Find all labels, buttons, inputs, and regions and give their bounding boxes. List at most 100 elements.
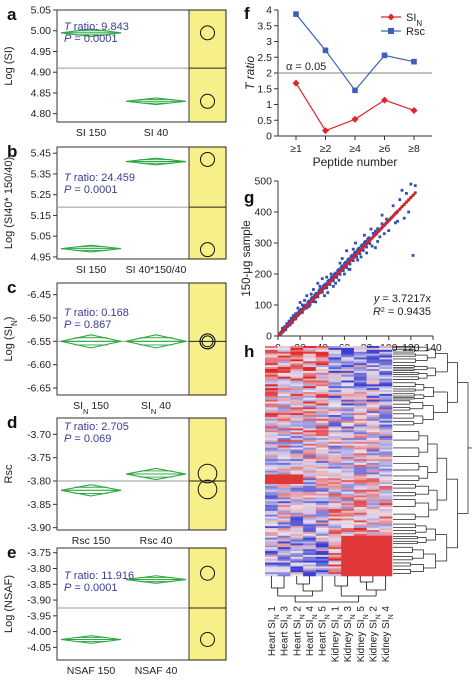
heatmap-cell	[277, 397, 291, 400]
heatmap-cell	[353, 466, 367, 469]
heatmap-cell	[328, 535, 342, 538]
y-tick-label: -3.80	[27, 563, 51, 575]
scatter-point	[309, 292, 313, 296]
heatmap-cell	[265, 426, 278, 429]
heatmap-cell	[290, 524, 304, 527]
heatmap-cell	[366, 397, 380, 400]
heatmap-cell	[265, 413, 278, 416]
y-tick-label: 2.5	[257, 52, 272, 64]
heatmap-cell	[379, 553, 393, 556]
comparison-circle	[200, 151, 215, 167]
plot-frame	[56, 417, 190, 531]
heatmap-cell	[290, 453, 304, 456]
heatmap-cell	[341, 449, 355, 452]
heatmap-cell	[315, 430, 329, 433]
heatmap-cell	[265, 512, 278, 515]
heatmap-cell	[303, 430, 317, 433]
heatmap-cell	[265, 562, 278, 565]
heatmap-cell	[341, 459, 355, 462]
heatmap-cell	[379, 455, 393, 458]
heatmap-cell	[315, 495, 329, 498]
stat-t-ratio: T ratio: 2.705	[64, 421, 129, 433]
heatmap-cell	[290, 472, 304, 475]
heatmap-cell	[303, 380, 317, 383]
heatmap-cell	[315, 510, 329, 514]
heatmap-cell	[303, 439, 317, 443]
comparison-circle	[199, 333, 216, 350]
heatmap-cell	[277, 367, 291, 370]
heatmap-cell	[353, 388, 367, 391]
heatmap-cell	[379, 451, 393, 454]
heatmap-cell	[277, 468, 291, 471]
heatmap-cell	[328, 420, 342, 423]
heatmap-cell	[353, 520, 367, 523]
heatmap-cell	[277, 365, 291, 368]
heatmap-cell	[379, 361, 393, 364]
heatmap-cell	[328, 378, 342, 381]
heatmap-cell	[366, 543, 380, 546]
y-tick-label: 5.15	[31, 210, 52, 222]
heatmap-cell	[366, 485, 380, 489]
heatmap-cell	[379, 558, 393, 561]
heatmap-cell	[379, 405, 393, 408]
heatmap-cell	[303, 457, 317, 460]
heatmap-cell	[341, 476, 355, 479]
heatmap-cell	[315, 418, 329, 422]
heatmap-cell	[265, 531, 278, 535]
heatmap-cell	[328, 434, 342, 437]
heatmap-cell	[379, 439, 393, 443]
heatmap-cell	[265, 418, 278, 422]
heatmap-cell	[379, 441, 393, 445]
heatmap-cell	[290, 365, 304, 368]
scatter-point	[345, 266, 349, 269]
heatmap-cell	[366, 355, 380, 358]
heatmap-cell	[328, 449, 342, 452]
heatmap-cell	[315, 545, 329, 548]
heatmap-cell	[379, 399, 393, 402]
heatmap-cell	[265, 468, 278, 471]
heatmap-cell	[379, 401, 393, 404]
x-category-label: SIN 40	[141, 400, 171, 416]
heatmap-cell	[315, 416, 329, 420]
heatmap-cell	[303, 418, 317, 422]
scatter-point	[387, 229, 391, 232]
heatmap-cell	[315, 474, 329, 477]
heatmap-cell	[353, 457, 367, 460]
heatmap-cell	[328, 514, 342, 517]
heatmap-cell	[341, 499, 355, 502]
heatmap-cell	[290, 522, 304, 525]
heatmap-cell	[353, 392, 367, 395]
data-point	[410, 106, 418, 114]
heatmap-cell	[328, 411, 342, 414]
heatmap-cell	[366, 392, 380, 395]
heatmap-cell	[341, 359, 355, 362]
heatmap-cell	[328, 439, 342, 443]
heatmap-cell	[341, 474, 355, 477]
heatmap-cell	[341, 416, 355, 420]
heatmap-cell	[290, 547, 304, 550]
heatmap-cell	[277, 378, 291, 381]
heatmap-cell	[290, 424, 304, 427]
heatmap-cell	[303, 378, 317, 381]
heatmap-cell	[303, 553, 317, 556]
heatmap-cell	[328, 451, 342, 454]
heatmap-cell	[353, 363, 367, 366]
heatmap-cell	[277, 359, 291, 362]
heatmap-cell	[328, 560, 342, 563]
heatmap-cell	[328, 455, 342, 458]
heatmap-cell	[277, 499, 291, 502]
heatmap-cell	[303, 539, 317, 542]
heatmap-cell	[341, 382, 355, 385]
heatmap-cell	[341, 560, 355, 563]
heatmap-cell	[303, 386, 317, 389]
heatmap-cell	[277, 432, 291, 435]
heatmap-cell	[328, 558, 342, 561]
heatmap-cell	[315, 564, 329, 567]
heatmap-cell	[265, 470, 278, 473]
heatmap-cell	[353, 541, 367, 544]
heatmap-cell	[353, 526, 367, 529]
heatmap-cell	[265, 558, 278, 561]
heatmap-cell	[265, 378, 278, 381]
column-label: Heart SIN 4	[305, 606, 319, 657]
heatmap-cell	[379, 390, 393, 393]
